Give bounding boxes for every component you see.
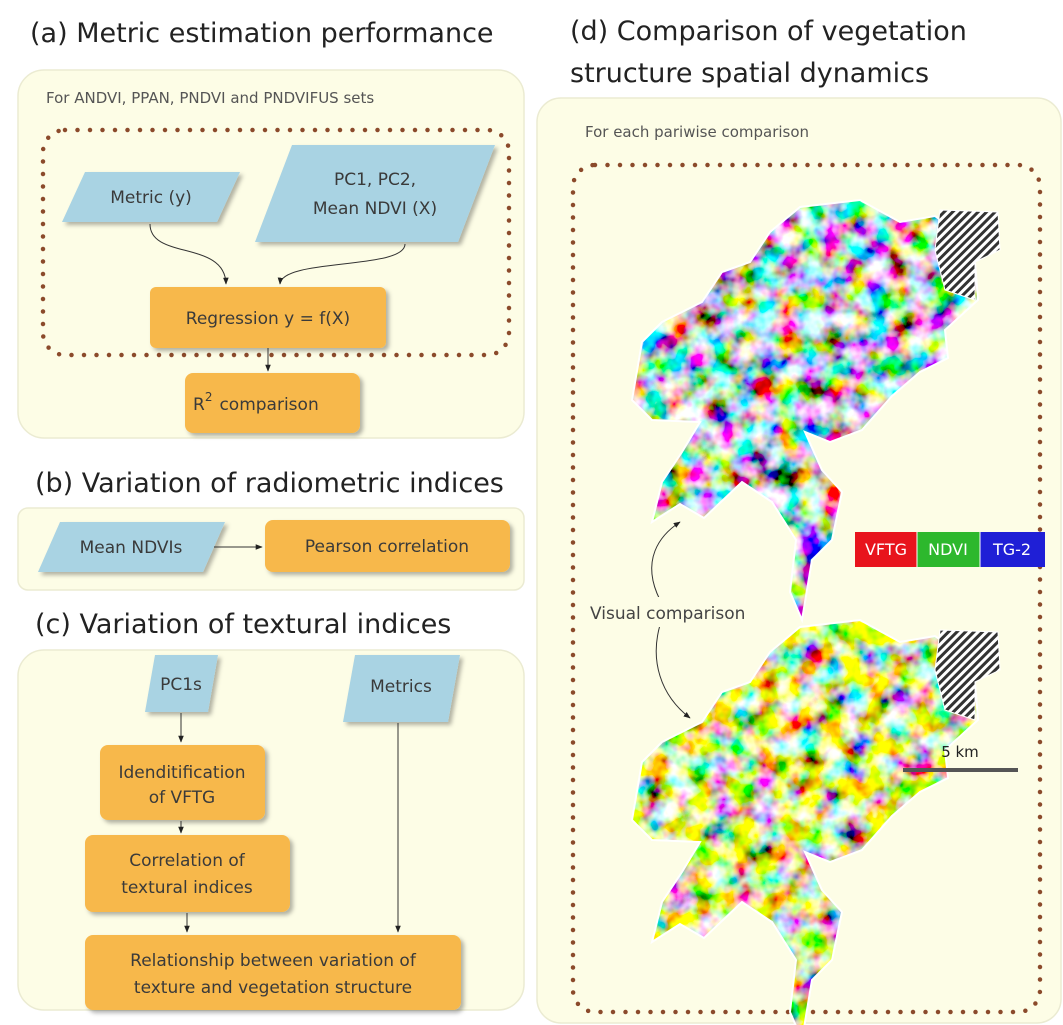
metric-input	[62, 172, 240, 222]
panel-d-note: For each pariwise comparison	[585, 123, 809, 141]
text-line: Regression y = f(X)	[186, 309, 350, 329]
arrow	[655, 624, 691, 719]
group-border	[40, 127, 512, 358]
process-box	[265, 520, 510, 572]
text-line: texture and vegetation structure	[134, 978, 412, 998]
text-line: textural indices	[121, 878, 253, 898]
panel-d-title: (d) Comparison of vegetation structure sp…	[570, 16, 967, 89]
text-line: Metric (y)	[110, 188, 192, 208]
legend: VFTG NDVI TG-2	[855, 532, 1045, 567]
identification-label: Idenditification of VFTG	[119, 763, 246, 808]
input-label: Mean NDVIs	[80, 538, 183, 558]
relationship-label: Relationship between variation of texture…	[130, 951, 417, 998]
legend-swatch	[980, 532, 1045, 567]
metrics-input-label: Metrics	[370, 677, 432, 697]
predictor-input	[255, 145, 495, 242]
output-label: R2 comparison	[193, 390, 319, 415]
output-box	[185, 373, 360, 433]
panel-a-title: (a) Metric estimation performance	[30, 18, 494, 49]
correlation-box	[85, 835, 290, 912]
text-line: comparison	[219, 395, 318, 415]
relationship-box	[85, 935, 461, 1010]
comparison-label: Visual comparison	[590, 604, 745, 624]
panel-b-title: (b) Variation of radiometric indices	[35, 468, 504, 499]
metric-input-label: Metric (y)	[110, 188, 192, 208]
process-label: Pearson correlation	[305, 537, 469, 557]
comparison-label-bg	[584, 597, 789, 627]
group-border	[570, 162, 1043, 1015]
identification-box	[100, 745, 265, 820]
correlation-label: Correlation of textural indices	[121, 851, 253, 898]
text-line: R	[193, 395, 205, 415]
input	[38, 522, 225, 572]
arrow	[149, 223, 229, 285]
metrics-input	[343, 655, 460, 722]
text-line: PC1, PC2,	[334, 170, 416, 190]
regression-box	[150, 287, 386, 348]
text-line: structure spatial dynamics	[570, 58, 929, 89]
arrow	[277, 243, 406, 285]
text-line: Relationship between variation of	[130, 951, 417, 971]
arrow	[651, 521, 681, 601]
legend-swatch	[917, 532, 980, 567]
text-line: Idenditification	[119, 763, 246, 783]
pc-input-label: PC1s	[160, 675, 202, 695]
legend-label: TG-2	[992, 540, 1031, 559]
text-line: 2	[205, 390, 213, 404]
regression-label: Regression y = f(X)	[186, 309, 350, 329]
panel-a-note: For ANDVI, PPAN, PNDVI and PNDVIFUS sets	[46, 89, 374, 107]
text-line: of VFTG	[149, 788, 215, 808]
text-line: Mean NDVI (X)	[313, 199, 437, 219]
panel-c-title: (c) Variation of textural indices	[35, 609, 451, 640]
scale-label: 5 km	[941, 743, 979, 761]
legend-swatch	[855, 532, 917, 567]
text-line: Correlation of	[129, 851, 246, 871]
legend-label: VFTG	[865, 540, 907, 559]
predictor-input-label: PC1, PC2, Mean NDVI (X)	[313, 170, 437, 219]
legend-label: NDVI	[928, 540, 968, 559]
pc-input	[145, 655, 218, 712]
text-line: (d) Comparison of vegetation	[570, 16, 967, 47]
